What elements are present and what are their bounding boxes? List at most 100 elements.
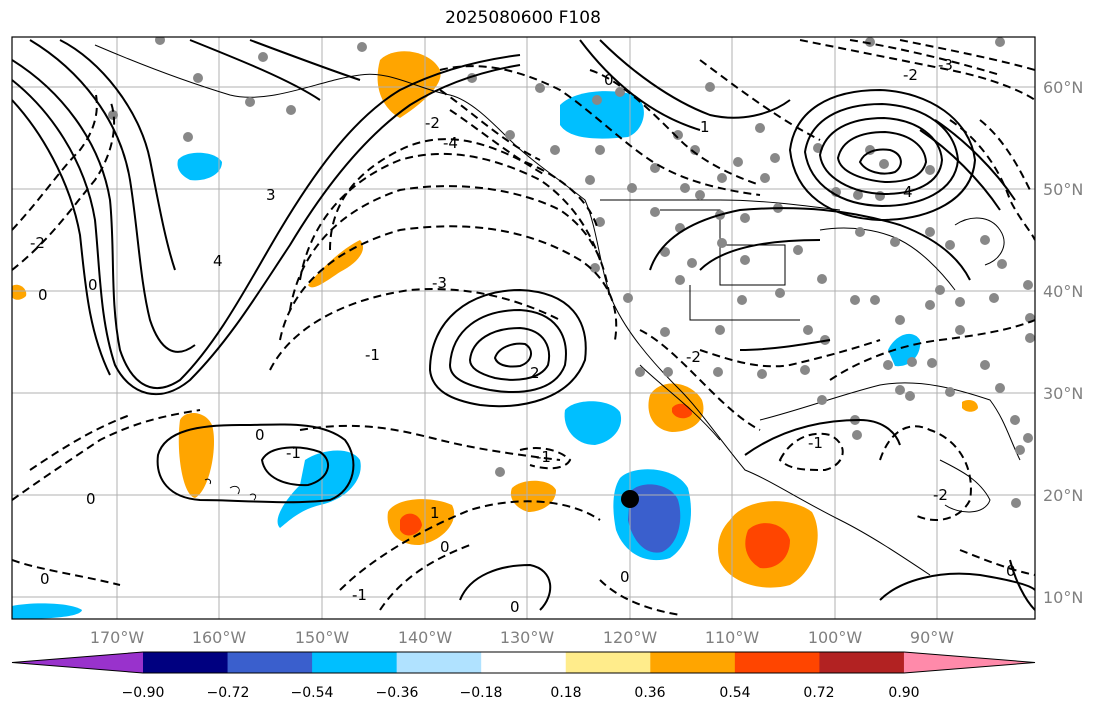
station-dot xyxy=(890,237,900,247)
station-dot xyxy=(595,217,605,227)
station-dot xyxy=(595,145,605,155)
station-dot xyxy=(945,240,955,250)
colorbar-tick-label: −0.90 xyxy=(122,685,165,701)
latitude-labels: 60°N 50°N 40°N 30°N 20°N 10°N xyxy=(1043,78,1083,607)
orange-patch-gulf xyxy=(962,400,978,412)
colorbar-tick-label: −0.72 xyxy=(207,685,250,701)
anomaly-shading xyxy=(12,51,978,619)
lon-tick-label: 130°W xyxy=(500,628,555,647)
station-dot xyxy=(883,360,893,370)
colorbar-tick-label: −0.18 xyxy=(460,685,503,701)
contour-label: 0 xyxy=(88,276,98,294)
station-dot xyxy=(927,358,937,368)
station-dot xyxy=(627,183,637,193)
station-dot xyxy=(687,258,697,268)
lon-tick-label: 170°W xyxy=(90,628,145,647)
station-dot xyxy=(770,153,780,163)
station-dot xyxy=(852,430,862,440)
station-dot xyxy=(1023,280,1033,290)
lat-tick-label: 40°N xyxy=(1043,282,1083,301)
contour-label: -2 xyxy=(686,348,701,366)
contour-label: 2 xyxy=(530,364,540,382)
lon-tick-label: 150°W xyxy=(295,628,350,647)
red-patch-baja xyxy=(672,403,692,419)
contour-label: -4 xyxy=(443,134,458,152)
contour-label: -2 xyxy=(425,114,440,132)
station-dot xyxy=(855,227,865,237)
contour-label: 0 xyxy=(86,490,96,508)
station-dot xyxy=(615,87,625,97)
station-dot xyxy=(1023,433,1033,443)
station-dot xyxy=(817,395,827,405)
station-dot xyxy=(550,145,560,155)
station-dot xyxy=(495,467,505,477)
lat-tick-label: 50°N xyxy=(1043,180,1083,199)
contour-label: 0 xyxy=(440,538,450,556)
colorbar-tick-label: 0.36 xyxy=(634,685,665,701)
colorbar-bin xyxy=(734,652,820,673)
station-dot xyxy=(592,95,602,105)
lat-tick-label: 10°N xyxy=(1043,588,1083,607)
station-dot xyxy=(1025,333,1035,343)
lon-tick-label: 120°W xyxy=(603,628,658,647)
colorbar-outline xyxy=(11,651,1036,674)
station-dot xyxy=(635,367,645,377)
contour-label: 0 xyxy=(38,286,48,304)
station-dot xyxy=(155,37,165,45)
contour-label: 0 xyxy=(604,71,614,89)
colorbar-bin xyxy=(565,652,651,673)
station-dot xyxy=(705,82,715,92)
station-dot xyxy=(590,263,600,273)
station-dot xyxy=(673,130,683,140)
station-dot xyxy=(997,259,1007,269)
station-dot xyxy=(980,360,990,370)
blue-patch-corner xyxy=(12,603,82,619)
red-patch-c1 xyxy=(400,513,422,536)
orange-patch-left xyxy=(178,413,215,498)
station-dot xyxy=(760,173,770,183)
colorbar-bin xyxy=(312,652,398,673)
station-dot xyxy=(755,123,765,133)
station-dot xyxy=(183,132,193,142)
station-dot xyxy=(715,325,725,335)
contour-label: -1 xyxy=(286,444,301,462)
contour-label: -1 xyxy=(808,434,823,452)
station-dot xyxy=(585,175,595,185)
station-dot xyxy=(875,191,885,201)
lon-tick-label: 160°W xyxy=(192,628,247,647)
graticule xyxy=(12,37,1035,619)
station-dot xyxy=(740,213,750,223)
contour-labels: 0 1 2 3 4 -1 -2 -3 -4 0 0 0 -1 -1 -2 -3 … xyxy=(30,56,1016,616)
station-dot xyxy=(623,293,633,303)
colorbar-bin xyxy=(650,652,736,673)
colorbar-tick-label: 0.54 xyxy=(719,685,750,701)
darkblue-patch-big xyxy=(628,484,681,553)
station-dot xyxy=(865,37,875,47)
lon-tick-label: 110°W xyxy=(705,628,760,647)
station-dot xyxy=(895,385,905,395)
station-dot xyxy=(850,295,860,305)
station-dot xyxy=(193,73,203,83)
contour-label: -2 xyxy=(903,66,918,84)
station-dot xyxy=(989,293,999,303)
station-dot xyxy=(505,130,515,140)
contour-label: 0 xyxy=(1006,562,1016,580)
station-dot xyxy=(757,369,767,379)
colorbar-bin xyxy=(227,652,313,673)
station-dot xyxy=(800,365,810,375)
colorbar-tick-label: −0.36 xyxy=(376,685,419,701)
station-dot xyxy=(995,37,1005,47)
station-dot xyxy=(925,165,935,175)
station-dot xyxy=(925,227,935,237)
colorbar-bin xyxy=(819,652,905,673)
lat-tick-label: 60°N xyxy=(1043,78,1083,97)
contours-positive xyxy=(12,39,1035,611)
contour-label: 0 xyxy=(255,426,265,444)
station-dot xyxy=(245,97,255,107)
location-marker xyxy=(621,490,639,508)
contour-label: -1 xyxy=(365,346,380,364)
colorbar-tick-label: −0.54 xyxy=(291,685,334,701)
station-dot xyxy=(660,247,670,257)
station-dot xyxy=(258,52,268,62)
station-dot xyxy=(995,383,1005,393)
